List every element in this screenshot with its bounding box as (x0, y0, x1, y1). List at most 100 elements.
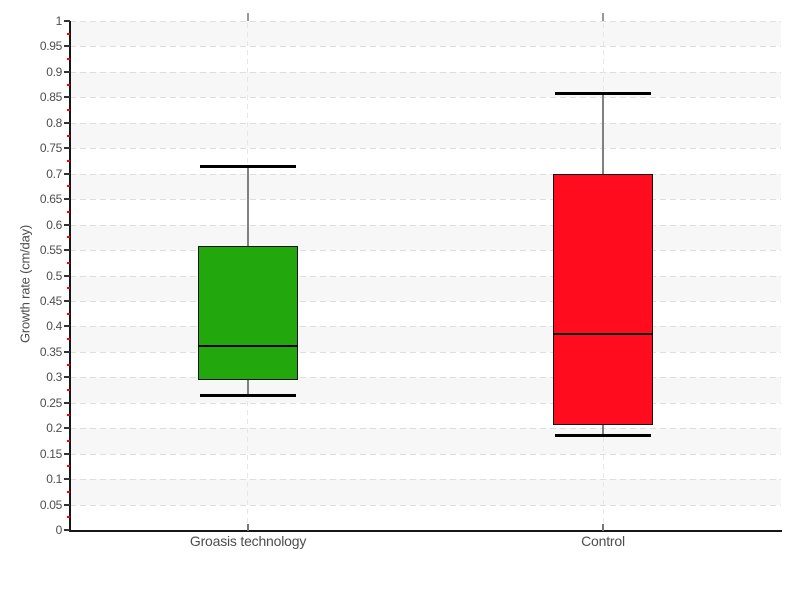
y-axis-tick-label: 0.35 (39, 345, 62, 359)
x-axis-top-tick (602, 13, 604, 21)
y-axis-minor-tick (67, 313, 70, 315)
y-axis-major-tick (64, 453, 70, 455)
y-axis-line (69, 21, 71, 532)
y-axis-minor-tick (67, 33, 70, 35)
y-axis-tick-label: 0.75 (39, 141, 62, 155)
y-axis-major-tick (64, 198, 70, 200)
boxplot-box[interactable] (198, 246, 298, 380)
y-axis-minor-tick (67, 84, 70, 86)
h-gridline (70, 377, 781, 378)
y-axis-major-tick (64, 402, 70, 404)
y-axis-minor-tick (67, 491, 70, 493)
y-axis-minor-tick (67, 389, 70, 391)
y-axis-minor-tick (67, 440, 70, 442)
y-axis-minor-tick (67, 185, 70, 187)
y-axis-major-tick (64, 173, 70, 175)
plot-band (70, 428, 781, 454)
y-axis-tick-label: 0.2 (46, 421, 62, 435)
boxplot-whisker-cap-max (555, 92, 651, 95)
y-axis-tick-label: 0.65 (39, 192, 62, 206)
y-axis-major-tick (64, 376, 70, 378)
x-axis-tick (247, 524, 249, 531)
y-axis-tick-label: 0 (55, 523, 63, 537)
y-axis-major-tick (64, 325, 70, 327)
boxplot-whisker-cap-min (200, 394, 296, 397)
y-axis-minor-tick (67, 135, 70, 137)
y-axis-tick-label: 0.85 (39, 90, 62, 104)
y-axis-tick-label: 0.5 (46, 269, 62, 283)
y-axis-tick-label: 0.25 (39, 396, 62, 410)
h-gridline (70, 148, 781, 149)
y-axis-minor-tick (67, 465, 70, 467)
y-axis-major-tick (64, 122, 70, 124)
h-gridline (70, 505, 781, 506)
y-axis-minor-tick (67, 414, 70, 416)
y-axis-tick-label: 0.9 (46, 65, 62, 79)
y-axis-minor-tick (67, 58, 70, 60)
boxplot-whisker-cap-max (200, 165, 296, 168)
plot-band (70, 71, 781, 98)
y-axis-major-tick (64, 45, 70, 47)
plot-band (70, 173, 781, 200)
y-axis-major-tick (64, 300, 70, 302)
y-axis-tick-label: 0.15 (39, 447, 62, 461)
plot-band (70, 326, 781, 352)
boxplot-median-line (198, 345, 298, 347)
h-gridline (70, 72, 781, 73)
y-axis-minor-tick (67, 236, 70, 238)
plot-area (70, 14, 781, 530)
y-axis-tick-label: 1 (55, 14, 63, 28)
y-axis-major-tick (64, 478, 70, 480)
x-axis-category-label: Control (581, 533, 625, 549)
x-axis-tick (602, 524, 604, 531)
y-axis-major-tick (64, 504, 70, 506)
x-axis-top-tick (247, 13, 249, 21)
x-axis-line (69, 530, 782, 532)
plot-band (70, 122, 781, 149)
y-axis-tick-label: 0.3 (46, 370, 62, 384)
h-gridline (70, 403, 781, 404)
y-axis-tick-label: 0.1 (46, 472, 62, 486)
h-gridline (70, 352, 781, 353)
h-gridline (70, 454, 781, 455)
y-axis-major-tick (64, 224, 70, 226)
h-gridline (70, 326, 781, 327)
h-gridline (70, 301, 781, 302)
plot-band (70, 479, 781, 505)
h-gridline (70, 276, 781, 277)
y-axis-major-tick (64, 275, 70, 277)
y-axis-minor-tick (67, 160, 70, 162)
h-gridline (70, 428, 781, 429)
plot-band (70, 224, 781, 251)
y-axis-minor-tick (67, 262, 70, 264)
y-axis-tick-label: 0.4 (46, 319, 62, 333)
y-axis-tick-label: 0.95 (39, 39, 62, 53)
h-gridline (70, 123, 781, 124)
h-gridline (70, 250, 781, 251)
y-axis-minor-tick (67, 287, 70, 289)
y-axis-minor-tick (67, 516, 70, 518)
h-gridline (70, 174, 781, 175)
y-axis-tick-label: 0.55 (39, 243, 62, 257)
plot-band (70, 275, 781, 301)
y-axis-minor-tick (67, 109, 70, 111)
y-axis-major-tick (64, 427, 70, 429)
boxplot-median-line (553, 333, 653, 335)
boxplot-box[interactable] (553, 174, 653, 425)
h-gridline (70, 479, 781, 480)
y-axis-major-tick (64, 71, 70, 73)
boxplot-whisker-cap-min (555, 434, 651, 437)
y-axis-tick-label: 0.05 (39, 498, 62, 512)
h-gridline (70, 225, 781, 226)
y-axis-tick-label: 0.6 (46, 218, 62, 232)
y-axis-major-tick (64, 20, 70, 22)
plot-band (70, 21, 781, 47)
y-axis-major-tick (64, 249, 70, 251)
y-axis-tick-label: 0.8 (46, 116, 62, 130)
x-axis-category-label: Groasis technology (189, 533, 307, 549)
h-gridline (70, 46, 781, 47)
h-gridline (70, 21, 781, 22)
h-gridline (70, 97, 781, 98)
y-axis-major-tick (64, 529, 70, 531)
